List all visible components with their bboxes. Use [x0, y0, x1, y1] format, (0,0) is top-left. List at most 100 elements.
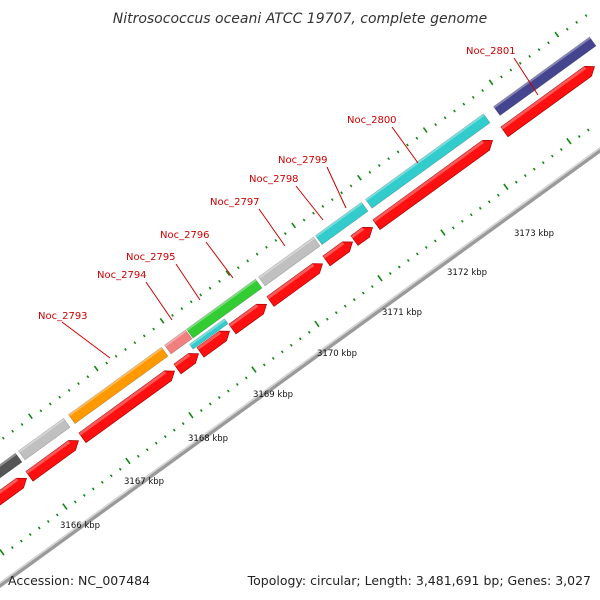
- feature-bar-highlight: [365, 113, 485, 201]
- minor-outer-tick: [199, 293, 203, 297]
- major-outer-tick: [554, 31, 560, 38]
- minor-scale-tick: [514, 180, 518, 184]
- minor-scale-tick: [262, 363, 266, 367]
- scale-ticks: [0, 128, 590, 556]
- minor-outer-tick: [565, 27, 569, 31]
- cds-arrow: [500, 66, 595, 138]
- label-leader-line: [295, 185, 324, 221]
- minor-outer-tick: [377, 164, 381, 167]
- gene-label-noc-2795: Noc_2795: [126, 252, 176, 263]
- minor-scale-tick: [559, 148, 563, 152]
- minor-scale-tick: [424, 245, 428, 249]
- minor-scale-tick: [244, 376, 248, 380]
- feature-bar-highlight: [315, 202, 363, 238]
- minor-scale-tick: [280, 350, 284, 354]
- genome-backbone-highlight: [0, 147, 600, 584]
- minor-outer-tick: [547, 41, 550, 45]
- cds-arrow-highlight: [26, 440, 71, 474]
- gene-label-noc-2798: Noc_2798: [249, 174, 299, 185]
- major-outer-tick: [422, 127, 428, 133]
- feature-bar-highlight: [0, 453, 17, 467]
- minor-outer-tick: [453, 109, 456, 113]
- feature-bar: [315, 201, 369, 246]
- minor-outer-tick: [208, 286, 212, 290]
- minor-outer-tick: [218, 279, 221, 283]
- minor-scale-tick: [82, 493, 86, 497]
- feature-bar-highlight: [164, 329, 187, 347]
- minor-outer-tick: [415, 136, 419, 140]
- minor-outer-tick: [537, 48, 541, 52]
- minor-scale-tick: [397, 265, 401, 269]
- minor-scale-tick: [586, 128, 590, 132]
- feature-bar: [68, 346, 169, 425]
- kbp-label-3167: 3167 kbp: [124, 477, 164, 487]
- kbp-label-3169: 3169 kbp: [253, 390, 293, 400]
- minor-outer-tick: [189, 300, 193, 304]
- feature-bar: [186, 278, 263, 339]
- minor-outer-tick: [236, 266, 240, 270]
- genome-summary-text: Topology: circular; Length: 3,481,691 bp…: [247, 573, 591, 588]
- minor-scale-tick: [28, 533, 32, 536]
- minor-scale-tick: [361, 291, 365, 295]
- minor-outer-tick: [462, 102, 466, 106]
- major-outer-tick: [291, 222, 297, 229]
- minor-outer-tick: [48, 402, 52, 406]
- minor-scale-tick: [343, 304, 347, 308]
- major-outer-tick: [28, 413, 33, 420]
- feature-bar-highlight: [68, 347, 163, 417]
- cds-arrow: [266, 263, 323, 307]
- feature-bar: [365, 113, 491, 209]
- minor-outer-tick: [302, 218, 306, 222]
- cds-arrow: [173, 353, 199, 375]
- minor-scale-tick: [226, 389, 230, 393]
- cds-arrow: [322, 241, 353, 267]
- gene-label-lines: [61, 57, 539, 359]
- minor-scale-tick: [325, 317, 329, 321]
- cds-arrow: [196, 330, 230, 358]
- cds-arrow-highlight: [267, 263, 315, 300]
- minor-scale-tick: [469, 213, 473, 217]
- gene-label-noc-2796: Noc_2796: [160, 230, 210, 241]
- minor-scale-tick: [235, 382, 239, 386]
- minor-outer-tick: [584, 14, 588, 18]
- minor-outer-tick: [349, 184, 353, 188]
- major-scale-tick: [503, 183, 509, 191]
- minor-outer-tick: [274, 238, 278, 242]
- minor-scale-tick: [199, 409, 203, 413]
- kbp-label-3173: 3173 kbp: [514, 229, 554, 239]
- minor-scale-tick: [541, 161, 545, 165]
- feature-bar-highlight: [189, 318, 226, 346]
- minor-outer-tick: [528, 54, 532, 58]
- feature-bar: [0, 452, 23, 479]
- minor-scale-tick: [91, 487, 95, 491]
- label-leader-line: [175, 263, 201, 301]
- accession-text: Accession: NC_007484: [8, 573, 150, 588]
- major-scale-tick: [251, 366, 257, 373]
- major-outer-tick: [225, 270, 231, 277]
- minor-scale-tick: [523, 174, 527, 178]
- kbp-label-3168: 3168 kbp: [188, 434, 228, 444]
- gene-label-noc-2801: Noc_2801: [466, 46, 516, 57]
- minor-outer-tick: [1, 436, 5, 440]
- minor-outer-tick: [265, 245, 268, 249]
- minor-outer-tick: [255, 252, 259, 256]
- minor-outer-tick: [312, 211, 315, 215]
- minor-scale-tick: [550, 154, 554, 158]
- feature-bar-highlight: [258, 237, 315, 279]
- minor-scale-tick: [307, 330, 311, 334]
- minor-scale-tick: [73, 500, 77, 504]
- major-scale-tick: [377, 274, 383, 282]
- minor-outer-tick: [133, 341, 137, 345]
- minor-outer-tick: [443, 116, 447, 120]
- minor-outer-tick: [124, 348, 127, 351]
- minor-outer-tick: [368, 170, 372, 174]
- outer-ticks: [1, 14, 588, 440]
- minor-outer-tick: [142, 334, 146, 338]
- label-leader-line: [326, 166, 347, 209]
- minor-scale-tick: [172, 428, 176, 432]
- minor-outer-tick: [330, 198, 334, 202]
- cds-arrow: [228, 303, 267, 335]
- genome-title: Nitrosococcus oceani ATCC 19707, complet…: [113, 11, 488, 27]
